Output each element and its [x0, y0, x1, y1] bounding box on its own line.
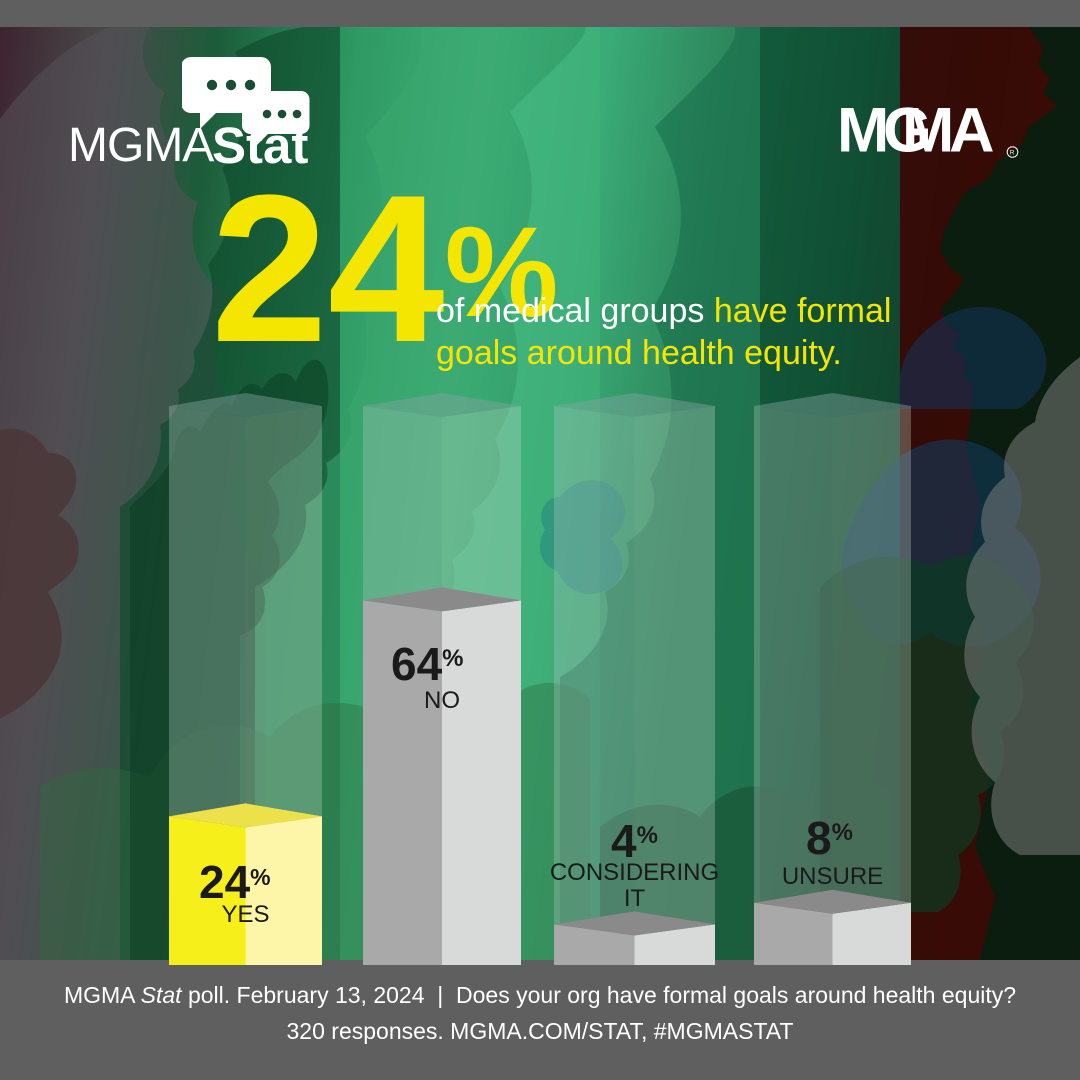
svg-text:YES: YES: [221, 901, 269, 928]
svg-text:NO: NO: [424, 687, 460, 714]
svg-text:IT: IT: [624, 885, 646, 912]
svg-text:CONSIDERING: CONSIDERING: [550, 859, 719, 886]
svg-text:UNSURE: UNSURE: [782, 863, 883, 890]
